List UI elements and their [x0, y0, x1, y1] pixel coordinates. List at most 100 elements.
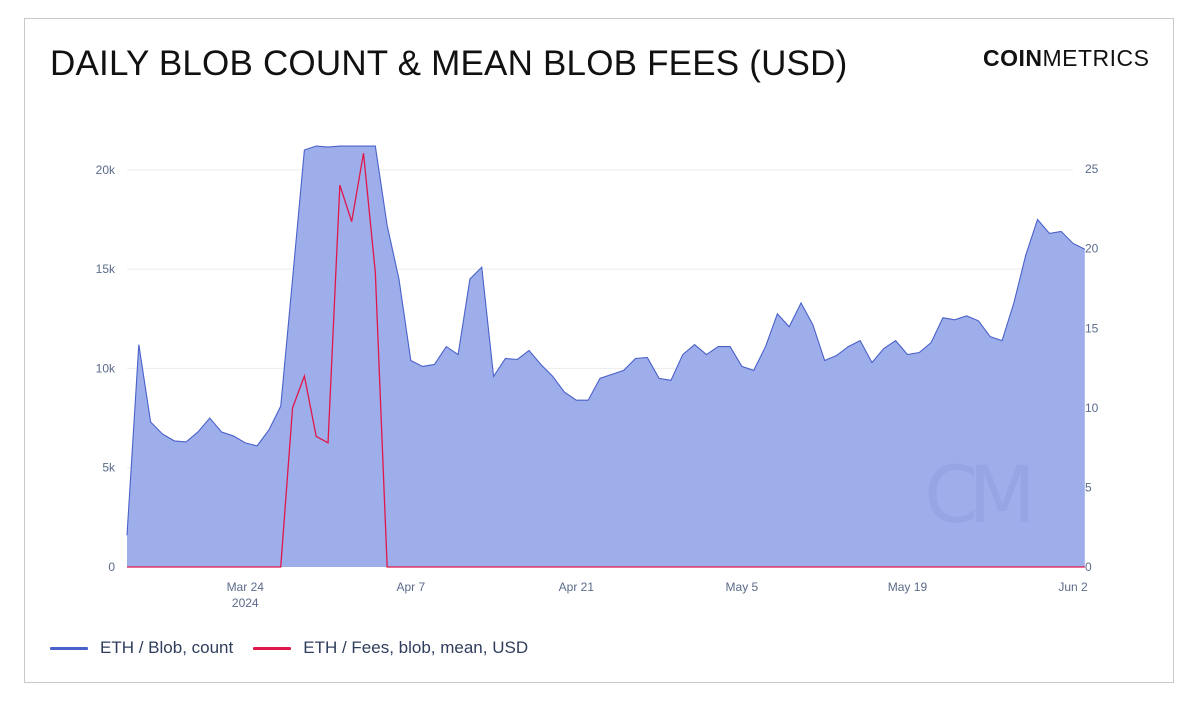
series-blob-count-line: [126, 145, 1086, 536]
x-tick-label: May 19: [888, 580, 928, 594]
y-right-tick-label: 25: [1085, 162, 1099, 176]
blob-count-point: [824, 360, 825, 361]
blob-count-point: [280, 406, 281, 407]
x-tick-label: Mar 24: [227, 580, 265, 594]
blob-count-point: [659, 378, 660, 379]
blob-fees-point: [304, 375, 305, 376]
blob-count-point: [836, 355, 837, 356]
blob-count-point: [552, 376, 553, 377]
blob-count-point: [694, 344, 695, 345]
blob-count-point: [398, 278, 399, 279]
blob-count-point: [339, 145, 340, 146]
blob-count-point: [848, 346, 849, 347]
blob-count-point: [268, 429, 269, 430]
blob-count-point: [505, 358, 506, 359]
x-tick-label: Apr 21: [559, 580, 595, 594]
y-left-tick-label: 0: [108, 560, 115, 574]
blob-count-point: [588, 400, 589, 401]
y-right-tick-label: 10: [1085, 401, 1099, 415]
blob-count-point: [517, 359, 518, 360]
legend-label-blob-count: ETH / Blob, count: [100, 638, 234, 657]
chart-title: DAILY BLOB COUNT & MEAN BLOB FEES (USD): [50, 44, 848, 83]
blob-count-point: [434, 364, 435, 365]
blob-count-point: [789, 326, 790, 327]
blob-count-point: [422, 366, 423, 367]
series-blob-count-area: [127, 146, 1085, 567]
blob-count-point: [800, 302, 801, 303]
blob-fees-point: [327, 442, 328, 443]
blob-count-point: [871, 362, 872, 363]
legend-label-blob-fees: ETH / Fees, blob, mean, USD: [303, 638, 529, 657]
blob-count-point: [162, 433, 163, 434]
blob-count-point: [741, 366, 742, 367]
y-left-tick-label: 20k: [96, 163, 116, 177]
blob-count-point: [1084, 249, 1085, 250]
legend: ETH / Blob, count ETH / Fees, blob, mean…: [50, 638, 528, 658]
y-right-tick-label: 15: [1085, 321, 1099, 335]
blob-count-point: [174, 440, 175, 441]
blob-count-point: [931, 342, 932, 343]
y-right-tick-label: 20: [1085, 242, 1099, 256]
blob-count-point: [186, 441, 187, 442]
legend-item-blob-fees[interactable]: ETH / Fees, blob, mean, USD: [253, 638, 528, 658]
y-left-tick-label: 10k: [96, 361, 116, 375]
blob-count-point: [860, 340, 861, 341]
brand-light: METRICS: [1042, 45, 1150, 71]
legend-item-blob-count[interactable]: ETH / Blob, count: [50, 638, 233, 658]
blob-count-point: [363, 145, 364, 146]
blob-count-point: [954, 319, 955, 320]
blob-count-point: [647, 357, 648, 358]
blob-count-point: [729, 346, 730, 347]
blob-count-point: [540, 364, 541, 365]
blob-count-point: [481, 267, 482, 268]
blob-count-point: [126, 535, 127, 536]
blob-count-point: [493, 376, 494, 377]
blob-count-point: [387, 225, 388, 226]
blob-fees-point: [351, 221, 352, 222]
blob-count-point: [576, 400, 577, 401]
blob-count-point: [351, 145, 352, 146]
blob-count-point: [765, 346, 766, 347]
brand-bold: COIN: [983, 45, 1043, 71]
blob-count-point: [327, 146, 328, 147]
blob-count-point: [197, 431, 198, 432]
blob-count-point: [233, 435, 234, 436]
blob-count-point: [469, 278, 470, 279]
blob-count-point: [599, 378, 600, 379]
blob-count-point: [1025, 255, 1026, 256]
blob-count-point: [990, 336, 991, 337]
blob-count-point: [1037, 219, 1038, 220]
blob-count-point: [292, 278, 293, 279]
blob-fees-point: [363, 153, 364, 154]
blob-count-point: [410, 360, 411, 361]
blob-count-point: [458, 354, 459, 355]
blob-count-point: [316, 145, 317, 146]
blob-count-point: [635, 358, 636, 359]
legend-swatch-blob-count: [50, 646, 88, 650]
blob-count-point: [966, 315, 967, 316]
blob-count-point: [221, 431, 222, 432]
blob-count-point: [138, 344, 139, 345]
blob-count-point: [895, 340, 896, 341]
x-tick-sublabel: 2024: [232, 596, 259, 610]
blob-fees-point: [292, 407, 293, 408]
blob-fees-point: [316, 436, 317, 437]
blob-count-point: [1001, 340, 1002, 341]
blob-count-point: [623, 370, 624, 371]
blob-count-point: [907, 354, 908, 355]
coinmetrics-logo: COINMETRICS: [983, 45, 1150, 72]
y-right-tick-label: 0: [1085, 560, 1092, 574]
blob-count-point: [150, 421, 151, 422]
blob-count-point: [978, 320, 979, 321]
legend-swatch-blob-fees: [253, 646, 292, 650]
blob-count-point: [446, 346, 447, 347]
blob-count-point: [670, 380, 671, 381]
blob-count-point: [753, 370, 754, 371]
y-left-tick-label: 15k: [96, 262, 116, 276]
blob-count-point: [777, 313, 778, 314]
cm-watermark: CM: [924, 451, 1028, 541]
blob-count-point: [611, 374, 612, 375]
blob-count-point: [209, 417, 210, 418]
blob-count-point: [883, 348, 884, 349]
